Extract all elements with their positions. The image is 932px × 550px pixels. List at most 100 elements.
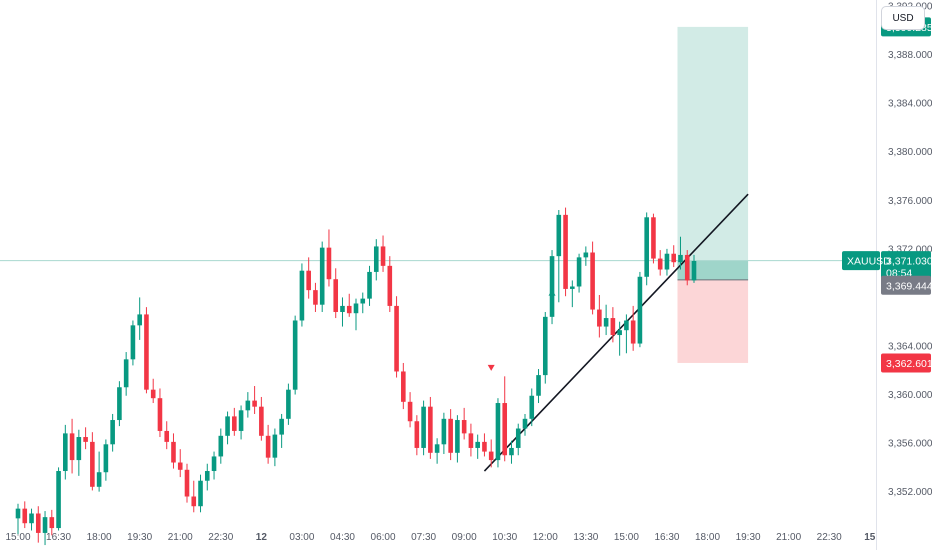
- time-axis-label: 19:30: [127, 532, 152, 543]
- candle: [103, 439, 109, 481]
- candle: [279, 413, 284, 448]
- candle-body: [56, 471, 61, 529]
- candle: [313, 282, 318, 312]
- candle: [678, 236, 683, 270]
- candle-body: [232, 416, 237, 431]
- candle-body: [421, 406, 426, 448]
- candle: [603, 304, 609, 336]
- entry-price-tag-label: 3,369.444: [886, 280, 932, 292]
- candle-body: [678, 254, 683, 263]
- price-axis-label: 3,352.000: [888, 487, 932, 498]
- candle: [340, 297, 345, 327]
- candle-body: [225, 416, 230, 436]
- trend-line-layer: [483, 193, 749, 472]
- candle-body: [177, 462, 183, 470]
- candle: [630, 305, 636, 351]
- candle: [117, 381, 122, 427]
- candle: [49, 509, 55, 536]
- candle-body: [164, 430, 170, 442]
- candle-body: [90, 441, 95, 487]
- symbol-tag-label: XAUUSD: [847, 256, 891, 268]
- candle: [90, 432, 95, 491]
- candle: [326, 229, 332, 287]
- candle-body: [610, 318, 616, 336]
- candle: [610, 307, 616, 343]
- candle-body: [651, 217, 656, 259]
- candle: [570, 280, 575, 308]
- candle-body: [63, 433, 68, 472]
- candle: [272, 428, 278, 467]
- entry-price-tag-bg: [881, 275, 931, 295]
- symbol-tag-bg: [842, 251, 880, 271]
- candle: [597, 294, 602, 338]
- candle-body: [319, 247, 325, 305]
- candle-body: [570, 286, 575, 289]
- candle-body: [157, 398, 163, 431]
- candle: [522, 413, 528, 436]
- candle: [583, 246, 589, 266]
- candle: [617, 321, 622, 356]
- time-axis-label: 12: [256, 532, 268, 543]
- candle: [333, 268, 339, 319]
- currency-button[interactable]: USD: [881, 6, 925, 30]
- candle: [15, 503, 21, 535]
- candle: [407, 392, 413, 428]
- candle-body: [502, 403, 508, 456]
- candle-body: [346, 305, 352, 314]
- candle: [63, 424, 68, 480]
- candle-body: [448, 418, 453, 453]
- candle: [110, 413, 115, 452]
- candle: [137, 297, 142, 340]
- candle-body: [333, 279, 339, 312]
- candle-body: [353, 303, 359, 314]
- candle-body: [49, 517, 55, 529]
- candle: [455, 415, 460, 463]
- candle-body: [42, 517, 48, 533]
- candle-body: [428, 406, 433, 453]
- candle-body: [22, 508, 28, 524]
- candle-body: [515, 428, 521, 448]
- candle: [461, 407, 467, 440]
- time-axis-label: 16:30: [654, 532, 679, 543]
- stop-price-tag-label: 3,362.601: [886, 358, 932, 370]
- candle: [306, 257, 311, 299]
- candle-body: [211, 456, 217, 472]
- candle: [434, 438, 440, 464]
- candle: [191, 480, 197, 513]
- candle-body: [536, 375, 541, 396]
- time-axis-label: 22:30: [817, 532, 842, 543]
- candle: [475, 434, 480, 459]
- candle-body: [529, 395, 535, 419]
- candle-body: [468, 433, 474, 448]
- price-axis-label: 3,372.000: [888, 244, 932, 255]
- candle-body: [130, 325, 136, 360]
- time-axis-label: 18:00: [87, 532, 112, 543]
- candle: [157, 388, 163, 438]
- candle: [265, 424, 271, 464]
- candle-body: [455, 420, 460, 453]
- candle-body: [522, 418, 528, 429]
- time-axis-label: 03:00: [289, 532, 314, 543]
- candle: [299, 263, 305, 327]
- candle: [624, 314, 629, 354]
- candle: [171, 433, 176, 469]
- candle-body: [76, 437, 82, 461]
- candle: [637, 271, 643, 348]
- candle: [346, 293, 352, 317]
- current-price-tag-bg: [881, 251, 931, 282]
- candle-body: [103, 444, 109, 473]
- position-zones: [0, 26, 876, 363]
- candle-body: [360, 298, 366, 304]
- time-axis[interactable]: 15:00 16:30 18:00 19:30 21:00 22:30 12 03:00 04:…: [5, 532, 875, 543]
- candle-body: [603, 318, 609, 327]
- candle-body: [387, 265, 393, 306]
- candle-body: [542, 316, 548, 376]
- time-axis-label: 21:00: [168, 532, 193, 543]
- candle: [387, 256, 393, 312]
- candles-layer: [15, 207, 697, 546]
- candle-body: [245, 400, 251, 411]
- candle: [549, 250, 555, 325]
- time-axis-label: 22:30: [208, 532, 233, 543]
- symbol-tag: XAUUSD: [842, 251, 891, 271]
